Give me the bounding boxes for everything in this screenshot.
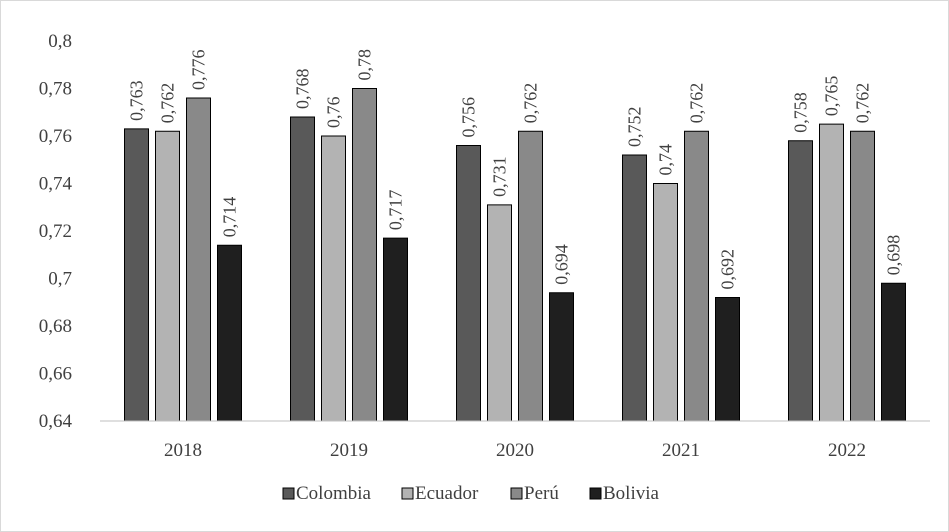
legend-swatch-ecuador [401,487,414,500]
legend-swatch-bolivia [589,487,602,500]
data-label: 0,756 [459,97,479,138]
y-tick-label: 0,72 [39,221,72,242]
bar-ecuador-2022 [819,123,844,422]
bar-colombia-2021 [622,154,647,422]
bar-perú-2018 [186,97,211,422]
x-tick-label: 2018 [164,440,202,461]
data-label: 0,714 [220,197,240,238]
bar-bolivia-2022 [881,282,906,422]
data-label: 0,752 [625,107,645,148]
data-label: 0,762 [687,83,707,124]
bar-perú-2022 [850,130,875,422]
y-tick-label: 0,64 [39,411,73,432]
bar-colombia-2022 [788,140,813,422]
x-tick-label: 2020 [496,440,534,461]
bar-bolivia-2020 [549,292,574,422]
legend-swatch-perú [510,487,523,500]
data-label: 0,768 [293,69,313,110]
bar-ecuador-2021 [653,183,678,422]
y-tick-label: 0,74 [39,174,73,195]
data-label: 0,74 [656,144,676,176]
bar-perú-2020 [518,130,543,422]
data-label: 0,776 [189,50,209,91]
data-label: 0,763 [127,80,147,121]
bar-ecuador-2019 [321,135,346,422]
bar-colombia-2018 [124,128,149,422]
y-tick-label: 0,76 [39,126,72,147]
y-tick-label: 0,68 [39,316,72,337]
bar-perú-2021 [684,130,709,422]
bar-colombia-2019 [290,116,315,422]
legend-label: Bolivia [603,483,660,504]
x-tick-label: 2019 [330,440,368,461]
data-label: 0,762 [158,83,178,124]
data-label: 0,762 [853,83,873,124]
x-tick-label: 2022 [828,440,866,461]
legend-label: Colombia [296,483,372,504]
data-label: 0,758 [791,92,811,133]
data-label: 0,762 [521,83,541,124]
bar-perú-2019 [352,88,377,422]
legend-swatch-colombia [282,487,295,500]
y-tick-label: 0,7 [48,269,72,290]
data-label: 0,731 [490,156,510,197]
y-tick-label: 0,8 [48,31,72,52]
legend-label: Ecuador [415,483,479,504]
bar-ecuador-2020 [487,204,512,422]
bar-colombia-2020 [456,145,481,422]
data-label: 0,698 [884,235,904,276]
bar-ecuador-2018 [155,130,180,422]
data-label: 0,76 [324,97,344,129]
bar-bolivia-2021 [715,297,740,422]
y-tick-label: 0,66 [39,364,72,385]
y-tick-label: 0,78 [39,79,72,100]
bar-bolivia-2018 [217,244,242,422]
data-label: 0,692 [718,249,738,290]
x-tick-label: 2021 [662,440,700,461]
data-label: 0,78 [355,49,375,81]
data-label: 0,694 [552,244,572,285]
data-label: 0,765 [822,76,842,117]
bar-bolivia-2019 [383,237,408,422]
legend-label: Perú [524,483,559,504]
data-label: 0,717 [386,190,406,231]
